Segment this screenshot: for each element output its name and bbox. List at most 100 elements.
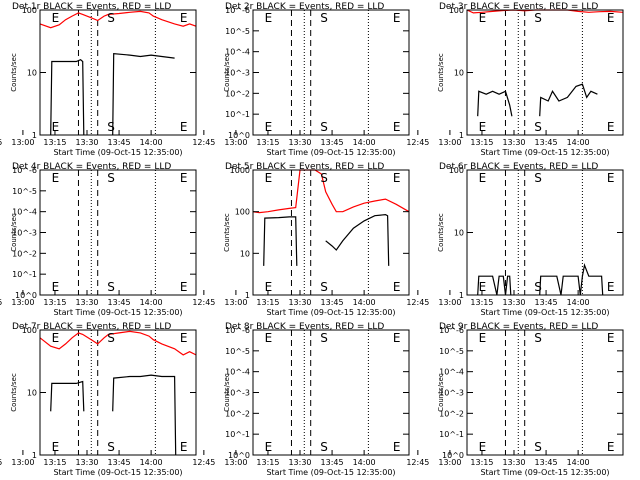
marker-label: S <box>320 11 328 25</box>
x-tick-label: 13:00 <box>224 138 247 147</box>
x-tick-label: 13:00 <box>11 458 34 467</box>
panel-title: Det 9r BLACK = Events, RED = LLD <box>439 322 598 332</box>
panel-title: Det 2r BLACK = Events, RED = LLD <box>225 2 384 12</box>
x-tick-label: 13:00 <box>11 298 34 307</box>
plot-frame <box>252 329 410 456</box>
x-tick-label: 14:00 <box>567 138 590 147</box>
x-tick-label: 13:45 <box>321 138 344 147</box>
plot-frame <box>252 9 410 136</box>
x-tick-label: 13:45 <box>535 458 558 467</box>
marker-label: E <box>265 280 273 294</box>
y-axis-label: Counts/sec <box>10 53 18 92</box>
series-line-lld <box>252 169 410 214</box>
y-tick-label: 10^-2 <box>225 409 250 418</box>
plot-frame <box>39 169 197 296</box>
x-tick-label: 13:45 <box>535 138 558 147</box>
x-tick-label: 13:30 <box>502 298 525 307</box>
panel-2: Det 2r BLACK = Events, RED = LLD 10^0 10^-… <box>192 2 410 157</box>
series-line-events <box>112 374 177 456</box>
marker-label: S <box>107 331 115 345</box>
x-axis-label: Start Time (09-Oct-15 12:35:00) <box>53 148 182 157</box>
y-tick-label: 10^-2 <box>439 409 464 418</box>
x-tick-label: 12:45 <box>406 138 429 147</box>
marker-label: E <box>479 440 487 454</box>
panel-title: Det 7r BLACK = Events, RED = LLD <box>12 322 171 332</box>
x-tick-label: 13:30 <box>75 458 98 467</box>
series-line-events <box>477 90 513 117</box>
panel-title: Det 8r BLACK = Events, RED = LLD <box>225 322 384 332</box>
y-tick-label: 10^-3 <box>12 229 37 238</box>
x-tick-label: 12:45 <box>192 298 215 307</box>
series-line-events <box>539 263 604 296</box>
panel-title: Det 1r BLACK = Events, RED = LLD <box>12 2 171 12</box>
x-tick-label: 14:00 <box>353 298 376 307</box>
x-tick-label: 13:15 <box>256 298 279 307</box>
panel-6: Det 6r BLACK = Events, RED = LLD 1 10 100 12… <box>406 162 624 317</box>
y-tick-label: 10 <box>454 229 464 238</box>
panel-7: Det 7r BLACK = Events, RED = LLD 1 10 100 12… <box>0 322 197 477</box>
marker-label: S <box>107 280 115 294</box>
marker-label: E <box>479 171 487 185</box>
y-axis-label: Counts/sec <box>437 53 445 92</box>
y-tick-label: 10^-3 <box>225 69 250 78</box>
marker-label: E <box>52 331 60 345</box>
marker-label: E <box>607 280 615 294</box>
marker-label: S <box>320 120 328 134</box>
marker-label: S <box>320 331 328 345</box>
y-tick-label: 10^-1 <box>225 430 250 439</box>
marker-label: S <box>320 171 328 185</box>
x-axis-label: Start Time (09-Oct-15 12:35:00) <box>480 148 609 157</box>
marker-label: E <box>180 280 188 294</box>
x-tick-label: 13:45 <box>108 138 131 147</box>
y-tick-label: 10^-4 <box>225 48 250 57</box>
x-tick-label: 12:45 <box>0 138 2 147</box>
marker-label: E <box>52 11 60 25</box>
x-tick-label: 13:15 <box>43 298 66 307</box>
y-tick-label: 10^0 <box>228 451 250 460</box>
y-tick-label: 10^-2 <box>225 89 250 98</box>
marker-label: E <box>393 120 401 134</box>
x-tick-label: 14:00 <box>353 138 376 147</box>
y-tick-label: 10^0 <box>442 451 464 460</box>
y-tick-label: 10^0 <box>228 131 250 140</box>
x-axis-label: Start Time (09-Oct-15 12:35:00) <box>266 148 395 157</box>
x-tick-label: 14:00 <box>140 458 163 467</box>
plot-frame <box>39 9 197 136</box>
panel-title: Det 6r BLACK = Events, RED = LLD <box>439 162 598 172</box>
y-tick-label: 10^-3 <box>439 389 464 398</box>
y-tick-label: 100 <box>449 6 464 15</box>
x-tick-label: 12:45 <box>0 458 2 467</box>
panel-8: Det 8r BLACK = Events, RED = LLD 10^0 10^-… <box>192 322 410 477</box>
panel-3: Det 3r BLACK = Events, RED = LLD 1 10 100 12… <box>406 2 624 157</box>
marker-label: E <box>479 11 487 25</box>
marker-label: E <box>265 120 273 134</box>
x-tick-label: 13:45 <box>535 298 558 307</box>
marker-label: E <box>52 120 60 134</box>
x-tick-label: 13:30 <box>288 298 311 307</box>
y-tick-label: 10^-6 <box>12 166 37 175</box>
marker-label: S <box>534 171 542 185</box>
panel-title: Det 5r BLACK = Events, RED = LLD <box>225 162 384 172</box>
x-tick-label: 13:00 <box>438 138 461 147</box>
x-tick-label: 14:00 <box>353 458 376 467</box>
x-tick-label: 12:45 <box>406 458 429 467</box>
marker-label: E <box>52 440 60 454</box>
marker-label: E <box>52 280 60 294</box>
plot-frame <box>466 329 624 456</box>
panel-9: Det 9r BLACK = Events, RED = LLD 10^0 10^-… <box>406 322 624 477</box>
marker-label: E <box>52 171 60 185</box>
x-axis-label: Start Time (09-Oct-15 12:35:00) <box>480 468 609 477</box>
y-tick-label: 10^-6 <box>439 326 464 335</box>
x-axis-label: Start Time (09-Oct-15 12:35:00) <box>266 468 395 477</box>
x-tick-label: 14:00 <box>567 298 590 307</box>
marker-label: S <box>320 440 328 454</box>
marker-label: E <box>607 440 615 454</box>
plot-frame <box>39 329 197 456</box>
y-tick-label: 10^0 <box>15 291 37 300</box>
marker-label: E <box>180 11 188 25</box>
y-tick-label: 1000 <box>230 166 250 175</box>
y-tick-label: 10^-5 <box>439 347 464 356</box>
x-axis-label: Start Time (09-Oct-15 12:35:00) <box>266 308 395 317</box>
marker-label: E <box>607 171 615 185</box>
marker-label: S <box>534 120 542 134</box>
